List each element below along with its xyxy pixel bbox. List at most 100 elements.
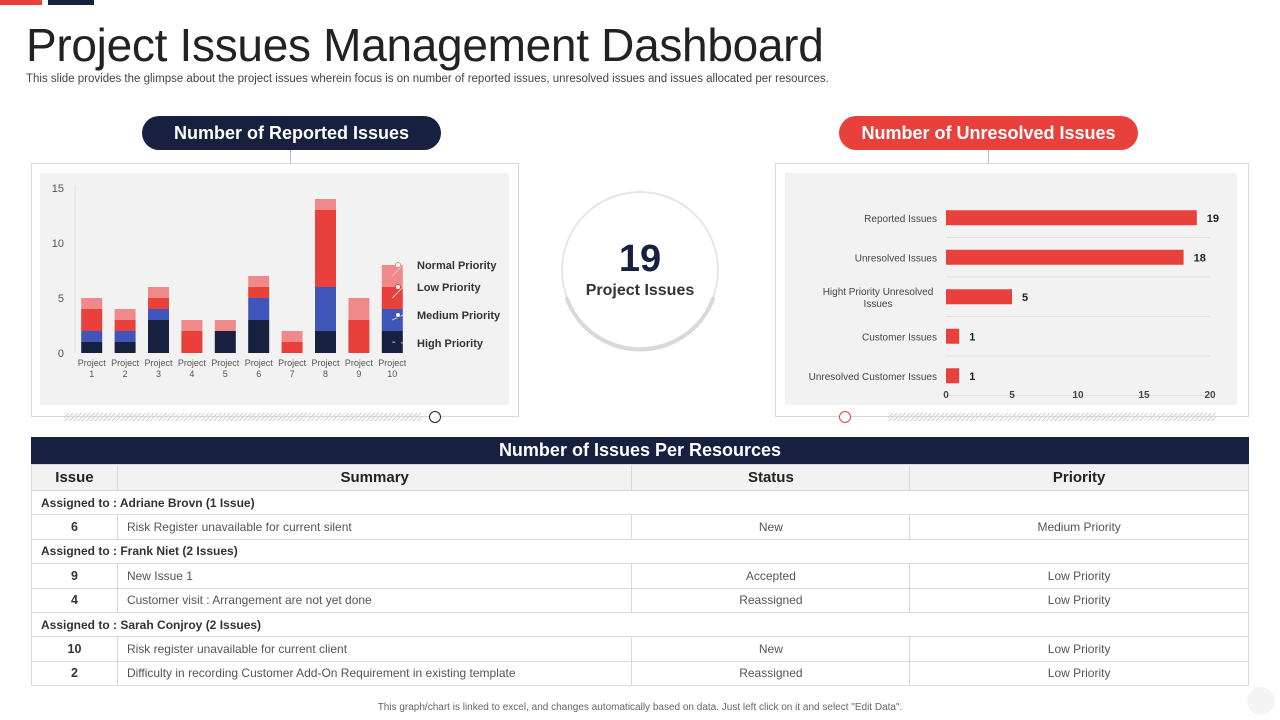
bar-segment bbox=[281, 342, 303, 353]
bar-segment bbox=[148, 298, 169, 309]
x-tick-label: 15 bbox=[1138, 390, 1150, 401]
x-tick-label: 20 bbox=[1204, 390, 1216, 401]
x-tick-label: Project 8 bbox=[311, 358, 340, 379]
issue-summary: Difficulty in recording Customer Add-On … bbox=[116, 660, 633, 687]
top-accent-navy bbox=[48, 0, 94, 5]
issues-per-resources-table: Issue Summary Status Priority Assigned t… bbox=[31, 464, 1249, 687]
table-row[interactable]: 4 Customer visit : Arrangement are not y… bbox=[31, 587, 1249, 613]
left-scroll-handle[interactable] bbox=[429, 411, 441, 423]
data-label: 1 bbox=[969, 331, 975, 343]
bar-segment bbox=[315, 331, 336, 353]
gauge-value: 19 bbox=[618, 238, 662, 280]
reported-chart-background bbox=[40, 173, 509, 405]
bar-segment bbox=[114, 342, 136, 353]
x-tick-label: Project 4 bbox=[178, 358, 207, 379]
bar bbox=[946, 368, 960, 384]
issue-priority: Low Priority bbox=[909, 636, 1249, 662]
legend-marker bbox=[395, 312, 401, 318]
x-tick-label: Project 2 bbox=[111, 358, 140, 379]
y-tick-label: 15 bbox=[52, 183, 64, 195]
x-tick-label: 0 bbox=[943, 390, 949, 401]
column-header-status: Status bbox=[631, 464, 911, 491]
legend-leader bbox=[391, 286, 404, 299]
issue-status: New bbox=[631, 514, 911, 540]
group-row: Assigned to : Adriane Brovn (1 Issue) bbox=[31, 489, 1249, 516]
bar-segment bbox=[81, 331, 103, 342]
x-tick-label: Project 6 bbox=[245, 358, 274, 379]
bar-segment bbox=[114, 331, 136, 342]
bar-segment bbox=[248, 287, 270, 298]
issue-number: 9 bbox=[31, 563, 118, 589]
data-label: 5 bbox=[1022, 292, 1028, 304]
y-tick-label: 5 bbox=[58, 293, 64, 305]
group-label: Assigned to : Adriane Brovn (1 Issue) bbox=[31, 489, 1249, 516]
issue-number: 10 bbox=[31, 636, 118, 662]
bar-segment bbox=[114, 309, 136, 320]
right-scroll-track bbox=[888, 413, 1216, 421]
unresolved-issues-chart[interactable]: 19 Reported Issues 18 Unresolved Issues 5 Hig… bbox=[785, 173, 1237, 405]
bar-segment bbox=[248, 276, 270, 287]
top-accent-red bbox=[0, 0, 42, 5]
issue-priority: Medium Priority bbox=[909, 514, 1249, 540]
table-row[interactable]: 9 New Issue 1 Accepted Low Priority bbox=[31, 563, 1249, 589]
table-row[interactable]: 6 Risk Register unavailable for current … bbox=[31, 514, 1249, 540]
data-label: 19 bbox=[1207, 213, 1219, 225]
group-label: Assigned to : Frank Niet (2 Issues) bbox=[31, 538, 1249, 565]
issue-summary: Risk register unavailable for current cl… bbox=[116, 636, 633, 662]
issues-table-heading: Number of Issues Per Resources bbox=[31, 437, 1249, 464]
bar-segment bbox=[348, 320, 370, 353]
bar-segment bbox=[148, 320, 169, 353]
issue-priority: Low Priority bbox=[909, 660, 1249, 687]
bar-segment bbox=[214, 320, 236, 331]
bar-segment bbox=[181, 320, 203, 331]
bar-segment bbox=[81, 298, 103, 309]
group-row: Assigned to : Frank Niet (2 Issues) bbox=[31, 538, 1249, 565]
bar-segment bbox=[281, 331, 303, 342]
bar-segment bbox=[348, 298, 370, 320]
bar-segment bbox=[315, 210, 336, 287]
bar-segment bbox=[148, 287, 169, 298]
issue-status: Reassigned bbox=[631, 587, 911, 613]
legend-marker bbox=[395, 340, 401, 346]
issue-status: Reassigned bbox=[631, 660, 911, 687]
issue-priority: Low Priority bbox=[909, 587, 1249, 613]
unresolved-connector bbox=[988, 150, 989, 163]
table-row[interactable]: 10 Risk register unavailable for current… bbox=[31, 636, 1249, 662]
issue-summary: Customer visit : Arrangement are not yet… bbox=[116, 587, 633, 613]
unresolved-issues-heading: Number of Unresolved Issues bbox=[839, 116, 1138, 150]
x-tick-label: Project 10 bbox=[378, 358, 407, 379]
right-scroll-handle[interactable] bbox=[839, 411, 851, 423]
y-tick-label: 10 bbox=[52, 238, 64, 250]
x-tick-label: Project 1 bbox=[78, 358, 107, 379]
column-header-priority: Priority bbox=[909, 464, 1249, 491]
bar-segment bbox=[315, 199, 336, 210]
y-category-label: Unresolved Issues bbox=[855, 253, 937, 264]
bar-segment bbox=[315, 287, 336, 331]
issue-status: Accepted bbox=[631, 563, 911, 589]
bar bbox=[946, 289, 1012, 305]
issue-number: 2 bbox=[31, 660, 118, 687]
bar-segment bbox=[81, 309, 103, 331]
x-tick-label: 10 bbox=[1072, 390, 1084, 401]
table-row[interactable]: 2 Difficulty in recording Customer Add-O… bbox=[31, 660, 1249, 687]
bar-segment bbox=[148, 309, 169, 320]
y-category-label: Customer Issues bbox=[862, 332, 937, 343]
page-subtitle: This slide provides the glimpse about th… bbox=[26, 73, 829, 85]
bar bbox=[946, 328, 960, 344]
legend-label: Medium Priority bbox=[417, 310, 501, 322]
column-header-summary: Summary bbox=[116, 464, 633, 491]
page-title: Project Issues Management Dashboard bbox=[26, 19, 824, 71]
bar bbox=[946, 249, 1184, 265]
issue-number: 4 bbox=[31, 587, 118, 613]
x-tick-label: Project 9 bbox=[345, 358, 374, 379]
left-scroll-track bbox=[64, 413, 422, 421]
data-label: 18 bbox=[1194, 252, 1206, 264]
reported-issues-heading: Number of Reported Issues bbox=[142, 116, 441, 150]
x-tick-label: 5 bbox=[1009, 390, 1015, 401]
bar-segment bbox=[81, 342, 103, 353]
issue-priority: Low Priority bbox=[909, 563, 1249, 589]
legend-label: Normal Priority bbox=[417, 260, 497, 272]
bar bbox=[946, 210, 1197, 226]
group-row: Assigned to : Sarah Conjroy (2 Issues) bbox=[31, 611, 1249, 638]
